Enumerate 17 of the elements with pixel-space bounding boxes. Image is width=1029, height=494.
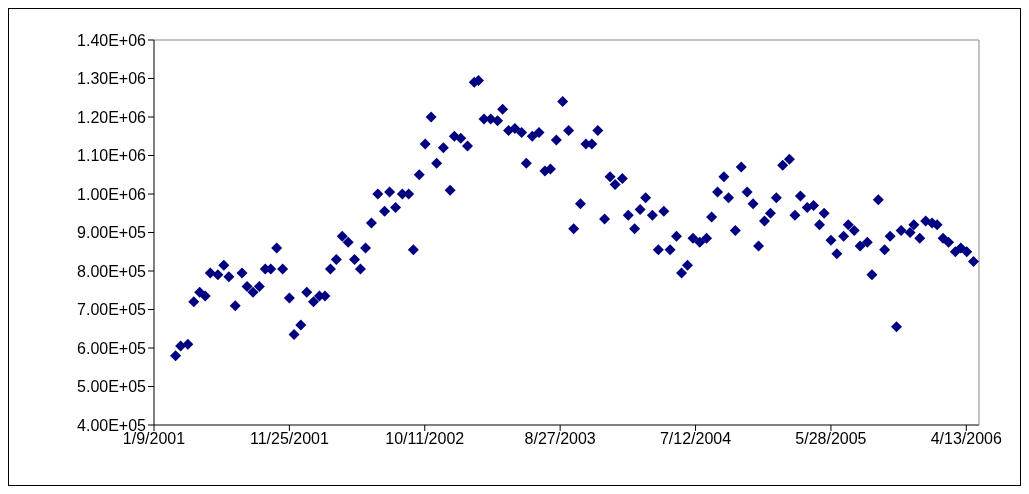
y-tick-label: 5.00E+05 (77, 378, 147, 396)
x-tick-label: 1/9/2001 (122, 430, 186, 448)
y-tick-label: 7.00E+05 (77, 301, 147, 319)
y-tick-label: 1.00E+06 (77, 185, 147, 203)
x-tick-label: 10/11/2002 (385, 430, 465, 448)
x-tick-label: 8/27/2003 (524, 430, 596, 448)
y-tick-label: 8.00E+05 (77, 262, 147, 280)
x-tick-label: 5/28/2005 (795, 430, 867, 448)
x-tick-label: 11/25/2001 (249, 430, 329, 448)
y-tick-label: 1.10E+06 (77, 147, 147, 165)
y-tick-label: 1.30E+06 (77, 70, 147, 88)
y-tick-label: 1.20E+06 (77, 108, 147, 126)
y-tick-label: 6.00E+05 (77, 339, 147, 357)
x-tick-label: 7/12/2004 (659, 430, 732, 448)
y-tick-label: 9.00E+05 (77, 224, 147, 242)
y-tick-label: 1.40E+06 (77, 31, 147, 49)
x-tick-label: 4/13/2006 (930, 430, 1002, 448)
